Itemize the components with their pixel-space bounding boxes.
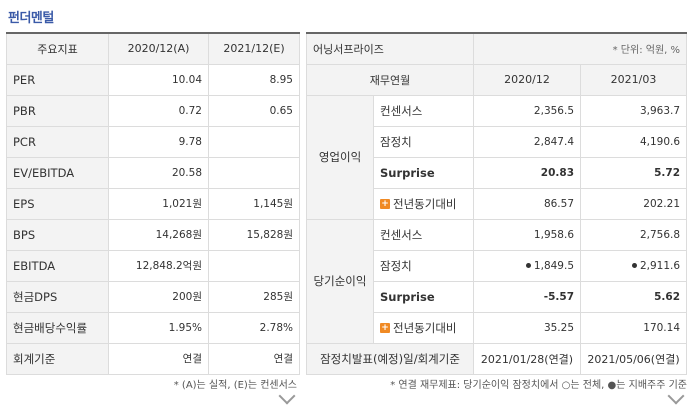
- row-label: 잠정치: [373, 249, 474, 282]
- value-2: 5.72: [579, 156, 688, 189]
- value-a: 14,268원: [108, 218, 209, 251]
- table-row: Surprise 20.83 5.72: [307, 156, 688, 189]
- value-a: 20.58: [108, 156, 209, 189]
- value-1: -5.57: [473, 280, 581, 313]
- group-net-income: 당기순이익: [306, 218, 374, 344]
- value-e: [208, 156, 300, 189]
- value-1: 86.57: [473, 187, 581, 220]
- footer-value-2: 2021/05/06(연결): [579, 342, 688, 375]
- section-title: 펀더멘털: [8, 11, 54, 26]
- company-name: 어닝서프라이즈: [306, 32, 474, 65]
- value-2: 2,911.6: [639, 259, 681, 272]
- row-label: 잠정치: [373, 125, 474, 158]
- table-row: 회계기준 연결 연결: [6, 342, 300, 375]
- table-row: 잠정치 1,849.5 2,911.6: [307, 249, 688, 282]
- row-label: PBR: [6, 94, 109, 127]
- row-label: PCR: [6, 125, 109, 158]
- table-row: EPS 1,021원 1,145원: [6, 187, 300, 220]
- value-e: 1,145원: [208, 187, 300, 220]
- table-row: Surprise -5.57 5.62: [307, 280, 688, 313]
- table-row: 영업이익 컨센서스 2,356.5 3,963.7: [306, 94, 688, 220]
- value-2-cell: 2,911.6: [579, 249, 688, 282]
- value-1: 1,958.6: [473, 218, 581, 251]
- footer-label: 잠정치발표(예정)일/회계기준: [306, 342, 474, 375]
- right-footnote: * 연결 재무제표: 당기순이익 잠정치에서 ○는 전체, ●는 지배주주 기준: [390, 380, 687, 391]
- value-1-cell: 1,849.5: [473, 249, 581, 282]
- row-label: 현금배당수익률: [6, 311, 109, 344]
- row-label: 전년동기대비: [393, 196, 457, 211]
- table-row: EBITDA 12,848.2억원: [6, 249, 300, 282]
- value-e: 15,828원: [208, 218, 300, 251]
- filled-dot-icon: [631, 263, 637, 268]
- row-label: 컨센서스: [373, 94, 474, 127]
- row-label: 회계기준: [6, 342, 109, 375]
- row-label: 컨센서스: [373, 218, 474, 251]
- table-row: + 전년동기대비 35.25 170.14: [307, 311, 688, 344]
- value-a: 200원: [108, 280, 209, 313]
- value-2: 4,190.6: [579, 125, 688, 158]
- value-1: 35.25: [473, 311, 581, 344]
- value-e: 0.65: [208, 94, 300, 127]
- value-1: 2,847.4: [473, 125, 581, 158]
- value-1: 2,356.5: [473, 94, 581, 127]
- value-2: 3,963.7: [579, 94, 688, 127]
- row-label: Surprise: [373, 156, 474, 189]
- value-a: 1.95%: [108, 311, 209, 344]
- value-e: 8.95: [208, 63, 300, 96]
- table-row: EV/EBITDA 20.58: [6, 156, 300, 189]
- value-1: 20.83: [473, 156, 581, 189]
- table-row: BPS 14,268원 15,828원: [6, 218, 300, 251]
- table-row: 현금DPS 200원 285원: [6, 280, 300, 313]
- value-a: 0.72: [108, 94, 209, 127]
- row-label: 전년동기대비: [393, 320, 457, 335]
- value-2: 202.21: [579, 187, 688, 220]
- value-1: 1,849.5: [533, 259, 574, 272]
- table-row: PBR 0.72 0.65: [6, 94, 300, 127]
- unit-label: * 단위: 억원, %: [472, 32, 688, 65]
- value-e: 연결: [208, 342, 300, 375]
- table-row: 현금배당수익률 1.95% 2.78%: [6, 311, 300, 344]
- header-2020: 2020/12(A): [108, 32, 209, 65]
- table-row: PCR 9.78: [6, 125, 300, 158]
- table-row: 잠정치발표(예정)일/회계기준 2021/01/28(연결) 2021/05/0…: [306, 342, 688, 375]
- table-row: + 전년동기대비 86.57 202.21: [307, 187, 688, 220]
- value-a: 12,848.2억원: [108, 249, 209, 282]
- value-e: [208, 249, 300, 282]
- value-2: 5.62: [579, 280, 688, 313]
- value-2: 2,756.8: [579, 218, 688, 251]
- value-e: 2.78%: [208, 311, 300, 344]
- yoy-cell[interactable]: + 전년동기대비: [373, 187, 474, 220]
- plus-icon[interactable]: +: [380, 199, 390, 209]
- footer-value-1: 2021/01/28(연결): [473, 342, 581, 375]
- value-a: 9.78: [108, 125, 209, 158]
- group-operating-income: 영업이익: [306, 94, 374, 220]
- yoy-cell[interactable]: + 전년동기대비: [373, 311, 474, 344]
- table-row: 당기순이익 컨센서스 1,958.6 2,756.8: [306, 218, 688, 344]
- fundamentals-table: 주요지표 2020/12(A) 2021/12(E) PER 10.04 8.9…: [6, 32, 300, 375]
- header-2021-03: 2021/03: [579, 63, 688, 96]
- header-indicator: 주요지표: [6, 32, 109, 65]
- value-a: 1,021원: [108, 187, 209, 220]
- row-label: PER: [6, 63, 109, 96]
- table-row: PER 10.04 8.95: [6, 63, 300, 96]
- row-label: 현금DPS: [6, 280, 109, 313]
- value-a: 10.04: [108, 63, 209, 96]
- row-label: EPS: [6, 187, 109, 220]
- value-a: 연결: [108, 342, 209, 375]
- row-label: Surprise: [373, 280, 474, 313]
- header-2021: 2021/12(E): [208, 32, 300, 65]
- header-2020-12: 2020/12: [473, 63, 581, 96]
- plus-icon[interactable]: +: [380, 323, 390, 333]
- filled-dot-icon: [525, 263, 531, 268]
- table-row: 잠정치 2,847.4 4,190.6: [307, 125, 688, 158]
- header-period: 재무연월: [306, 63, 474, 96]
- earnings-surprise-table: 어닝서프라이즈 * 단위: 억원, % 재무연월 2020/12 2021/03…: [306, 32, 688, 375]
- value-2: 170.14: [579, 311, 688, 344]
- row-label: BPS: [6, 218, 109, 251]
- value-e: [208, 125, 300, 158]
- row-label: EBITDA: [6, 249, 109, 282]
- row-label: EV/EBITDA: [6, 156, 109, 189]
- left-footnote: * (A)는 실적, (E)는 컨센서스: [173, 380, 297, 391]
- value-e: 285원: [208, 280, 300, 313]
